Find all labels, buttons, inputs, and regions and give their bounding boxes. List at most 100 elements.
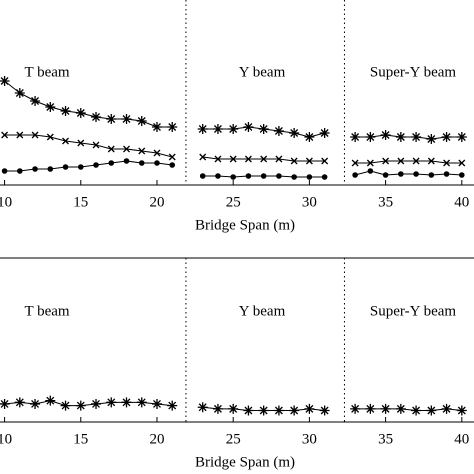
marker	[350, 132, 361, 142]
marker	[14, 88, 25, 98]
marker	[243, 405, 254, 416]
marker	[458, 159, 466, 167]
marker	[0, 398, 10, 409]
marker	[412, 157, 420, 165]
x-tick-label: 40	[454, 431, 469, 447]
marker	[290, 157, 298, 165]
marker	[245, 173, 252, 179]
marker	[107, 145, 115, 153]
marker	[305, 157, 313, 165]
marker	[32, 166, 38, 172]
marker	[244, 155, 252, 163]
x-axis-label: Bridge Span (m)	[195, 217, 295, 233]
marker	[443, 171, 450, 177]
marker	[106, 397, 117, 408]
marker	[228, 124, 239, 134]
marker	[121, 114, 132, 124]
marker	[456, 132, 467, 142]
marker	[366, 159, 374, 167]
marker	[319, 128, 330, 138]
annotation: Y beam	[239, 64, 286, 80]
marker	[443, 159, 451, 167]
x-tick-label: 10	[0, 194, 12, 210]
marker	[138, 160, 145, 166]
x-tick-label: 15	[73, 431, 88, 447]
marker	[382, 157, 390, 165]
marker	[62, 164, 69, 170]
marker	[199, 173, 206, 179]
marker	[75, 108, 86, 118]
marker	[91, 112, 102, 122]
marker	[228, 403, 239, 414]
marker	[397, 157, 405, 165]
marker	[212, 403, 223, 414]
marker	[306, 174, 313, 180]
marker	[169, 162, 176, 168]
marker	[1, 168, 8, 174]
marker	[365, 403, 376, 414]
marker	[168, 153, 176, 161]
x-tick-label: 10	[0, 431, 12, 447]
x-tick-label: 30	[302, 194, 317, 210]
x-tick-label: 20	[149, 431, 164, 447]
marker	[153, 149, 161, 157]
annotation: Y beam	[239, 303, 286, 319]
x-tick-label: 25	[226, 431, 241, 447]
marker	[77, 164, 84, 170]
marker	[45, 102, 56, 112]
marker	[151, 398, 162, 409]
marker	[365, 132, 376, 142]
marker	[428, 172, 435, 178]
marker	[243, 122, 254, 132]
marker	[426, 134, 437, 144]
annotation: Super-Y beam	[370, 64, 457, 80]
marker	[380, 130, 391, 140]
marker	[304, 132, 315, 142]
x-tick-label: 40	[454, 194, 469, 210]
marker	[350, 403, 361, 414]
marker	[60, 106, 71, 116]
marker	[46, 133, 54, 141]
marker	[30, 96, 41, 106]
marker	[136, 397, 147, 408]
marker	[273, 405, 284, 416]
marker	[14, 397, 25, 408]
marker	[136, 116, 147, 126]
marker	[276, 173, 282, 179]
marker	[31, 131, 39, 139]
marker	[60, 400, 71, 411]
marker	[413, 171, 419, 177]
marker	[459, 172, 465, 178]
x-tick-label: 35	[378, 194, 393, 210]
marker	[229, 155, 237, 163]
marker	[380, 403, 391, 414]
marker	[75, 400, 86, 411]
marker	[91, 398, 102, 409]
marker	[321, 157, 329, 165]
marker	[154, 160, 160, 166]
marker	[121, 397, 132, 408]
marker	[351, 159, 359, 167]
marker	[426, 405, 437, 416]
marker	[260, 155, 268, 163]
marker	[411, 405, 422, 416]
marker	[427, 157, 435, 165]
marker	[441, 132, 452, 142]
marker	[319, 405, 330, 416]
marker	[197, 124, 208, 134]
marker	[17, 168, 23, 174]
marker	[411, 132, 422, 142]
marker	[441, 403, 452, 414]
marker	[151, 122, 162, 132]
marker	[260, 173, 267, 179]
marker	[321, 174, 328, 180]
x-tick-label: 20	[149, 194, 164, 210]
marker	[230, 174, 236, 180]
marker	[258, 405, 269, 416]
marker	[93, 162, 99, 168]
marker	[62, 137, 69, 145]
marker	[352, 172, 358, 178]
marker	[199, 153, 207, 161]
marker	[215, 173, 221, 179]
